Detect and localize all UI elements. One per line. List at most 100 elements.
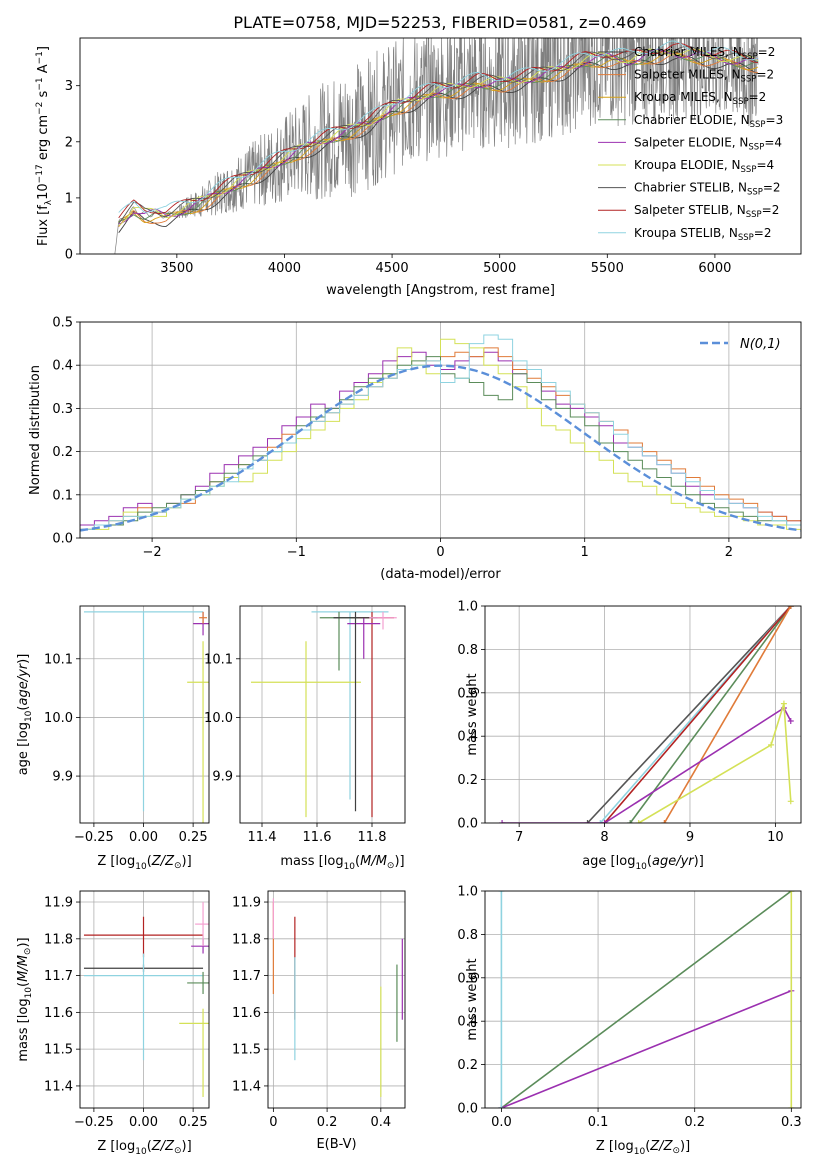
y-tick-label: 0.6: [457, 971, 478, 986]
legend-entry: Chabrier MILES, NSSP=2: [634, 45, 775, 62]
mass-weight-line: [603, 606, 792, 823]
mass-weight-marker: [787, 606, 794, 609]
legend-entry-nssp: =2: [762, 203, 780, 217]
y-tick-label: 1: [65, 191, 73, 206]
x-tick-label: 0.25: [179, 830, 208, 845]
x-axis-label-part: mass [log: [280, 854, 343, 869]
mass-weight-line: [638, 703, 792, 823]
x-tick-label: 2: [725, 545, 733, 560]
legend-entry-nssp: =3: [766, 113, 784, 127]
axes-frame: [239, 605, 406, 824]
y-axis-label-part: mass [log: [16, 998, 31, 1061]
legend-entry-name: Chabrier STELIB, N: [634, 181, 747, 195]
x-axis-label: E(B-V): [316, 1137, 356, 1152]
mass-weight-marker: [584, 820, 591, 823]
axes-frame: [79, 890, 210, 1109]
legend-entry-sub: SSP: [750, 120, 766, 130]
x-tick-label: 0.00: [129, 830, 158, 845]
legend-entry-name: Salpeter STELIB, N: [634, 203, 746, 217]
y-tick-label: 0.2: [457, 773, 478, 788]
legend-entry-nssp: =2: [754, 226, 772, 240]
plot-area-spectrum: [114, 38, 759, 254]
mass-weight-marker: [499, 820, 506, 823]
y-tick-label: 11.7: [232, 969, 261, 984]
x-axis-label-part: 10: [634, 1147, 646, 1157]
y-tick-label: 0.4: [52, 359, 73, 374]
x-axis-label-part: (: [355, 854, 360, 869]
legend-entry: N(0,1): [740, 337, 781, 352]
mass-weight-line: [501, 990, 792, 1108]
mass-weight-line: [586, 606, 792, 823]
x-tick-label: 0: [269, 1115, 277, 1130]
x-tick-label: 0.00: [129, 1115, 158, 1130]
x-tick-label: 0.25: [179, 1115, 208, 1130]
errorbar-point: [83, 611, 204, 812]
y-tick-label: 11.4: [232, 1079, 261, 1094]
x-tick-label: 3500: [160, 261, 193, 276]
mass-weight-line: [629, 606, 792, 823]
x-tick-label: 11.6: [303, 830, 332, 845]
histogram-series: [80, 356, 801, 538]
legend-entry: Kroupa ELODIE, NSSP=4: [634, 158, 774, 175]
legend-entry-sub: SSP: [748, 142, 764, 152]
y-axis-label-part: λ: [44, 199, 54, 205]
x-axis-label-part: 10: [635, 862, 647, 872]
model-line: [118, 40, 759, 213]
y-axis-label: Normed distribution: [28, 365, 43, 495]
plot-area-mass-vs-Z: [80, 891, 209, 1108]
y-axis-label: mass weight: [465, 673, 480, 755]
y-axis-label-part: s: [36, 90, 51, 101]
legend-entry-sub: SSP: [738, 233, 754, 243]
axes-frame: [79, 605, 210, 824]
y-tick-label: 11.9: [44, 896, 73, 911]
x-tick-label: 5000: [483, 261, 516, 276]
y-tick-label: 11.5: [44, 1043, 73, 1058]
y-axis-label: Flux [fλ10−17 erg cm−2 s−1 A−1]: [35, 46, 54, 246]
axis-label-text: (: [16, 706, 31, 711]
x-axis-label-part: age/yr: [652, 854, 695, 869]
model-line: [118, 52, 759, 227]
x-axis-label-part: age [log: [582, 854, 635, 869]
x-axis-label-part: (: [147, 854, 152, 869]
y-tick-label: 3: [65, 79, 73, 94]
axis-label-text: age [log: [16, 722, 31, 775]
y-tick-label: 10.0: [44, 711, 73, 726]
mass-weight-line: [663, 606, 792, 823]
y-tick-label: 0.4: [457, 730, 478, 745]
x-axis-label-part: Z/Z: [649, 1139, 673, 1154]
plot-area-age-vs-Z: [80, 606, 209, 823]
axes-frame: [267, 890, 406, 1109]
y-tick-label: 11.8: [44, 932, 73, 947]
errorbar-point: [195, 902, 209, 947]
y-axis-label: mass [log10(M/M⊙)]: [16, 937, 34, 1061]
x-axis-label-part: )]: [394, 854, 404, 869]
axes-frame: [484, 605, 802, 824]
legend-entry-sub: SSP: [733, 97, 749, 107]
x-axis-label: mass [log10(M/M⊙)]: [280, 854, 404, 872]
x-axis-label-part: (: [147, 1139, 152, 1154]
y-tick-label: 0.0: [52, 532, 73, 547]
x-axis-label-part: (: [645, 1139, 650, 1154]
legend-entry-nssp: =4: [764, 135, 782, 149]
y-axis-label-part: 10: [24, 987, 34, 999]
axis-label-var: age/yr: [16, 662, 31, 705]
x-tick-label: 1: [581, 545, 589, 560]
mass-weight-line: [502, 706, 792, 823]
y-axis-label-part: −1: [35, 77, 45, 90]
legend-entry: Kroupa MILES, NSSP=2: [634, 90, 766, 107]
legend-entry-name: Chabrier MILES, N: [634, 45, 742, 59]
errorbar-point: [350, 611, 394, 818]
panel-mass-vs-ebv: 0 0.2 0.4 11.4 11.5 11.6 11.7 11.8 11.9 E(B-V): [232, 890, 406, 1152]
histogram-series: [80, 334, 801, 538]
x-axis-label: Z [log10(Z/Z⊙)]: [596, 1139, 690, 1157]
x-axis-label: Z [log10(Z/Z⊙)]: [97, 1139, 191, 1157]
x-tick-label: 6000: [698, 261, 731, 276]
x-tick-label: 5500: [591, 261, 624, 276]
errorbar-point: [251, 641, 361, 818]
x-axis-label-part: ⊙: [174, 1146, 182, 1156]
errorbar-point: [83, 953, 204, 1061]
x-tick-label: −0.25: [74, 1115, 114, 1130]
legend-entry-nssp: =4: [756, 158, 774, 172]
legend-entry-name: Salpeter ELODIE, N: [634, 135, 748, 149]
panel-massweight-vs-Z: 0.0 0.1 0.2 0.3 0.0 0.2 0.4 0.6 0.8 1.0 mass weigh…: [457, 885, 801, 1158]
